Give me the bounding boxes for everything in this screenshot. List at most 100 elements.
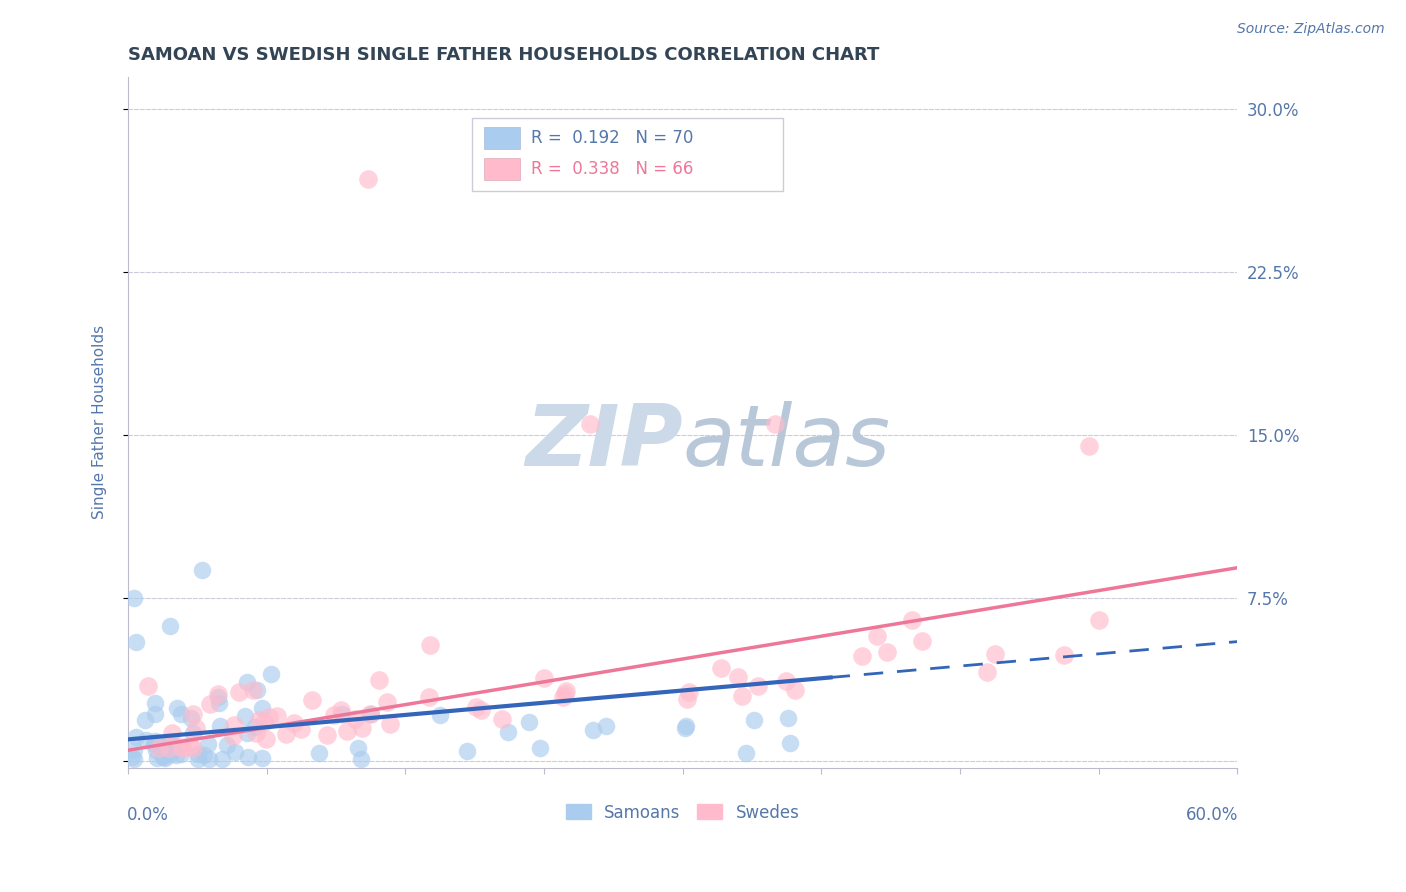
Point: [551, 690, 574, 704]
FancyBboxPatch shape: [472, 119, 783, 191]
Point: [470, 703, 492, 717]
Point: [187, 747, 209, 761]
Point: [159, 735, 181, 749]
Point: [731, 690, 754, 704]
Text: atlas: atlas: [683, 401, 891, 484]
Point: [152, 749, 174, 764]
Text: Source: ZipAtlas.com: Source: ZipAtlas.com: [1237, 22, 1385, 37]
Point: [519, 715, 541, 730]
Point: [464, 700, 486, 714]
Point: [160, 726, 183, 740]
Point: [901, 613, 924, 627]
Point: [159, 742, 181, 756]
Point: [785, 683, 807, 698]
Point: [266, 708, 288, 723]
Point: [135, 733, 157, 747]
Point: [260, 666, 283, 681]
Point: [555, 684, 578, 698]
Text: 60.0%: 60.0%: [1187, 805, 1239, 823]
Point: [157, 745, 180, 759]
Point: [418, 690, 440, 704]
Point: [122, 743, 145, 757]
Point: [747, 679, 769, 693]
Point: [496, 724, 519, 739]
Point: [197, 737, 219, 751]
Point: [152, 749, 174, 764]
Point: [1088, 613, 1111, 627]
Point: [851, 648, 873, 663]
Point: [159, 735, 181, 749]
Point: [122, 591, 145, 606]
Point: [170, 707, 193, 722]
Point: [181, 740, 204, 755]
Point: [301, 693, 323, 707]
Point: [316, 728, 339, 742]
Point: [322, 707, 344, 722]
Point: [876, 645, 898, 659]
Point: [224, 745, 246, 759]
Point: [245, 720, 267, 734]
Point: [678, 685, 700, 699]
Legend: Samoans, Swedes: Samoans, Swedes: [560, 797, 806, 829]
Point: [208, 719, 231, 733]
Point: [245, 725, 267, 739]
FancyBboxPatch shape: [484, 158, 520, 180]
Point: [976, 665, 998, 679]
Point: [166, 700, 188, 714]
Point: [145, 736, 167, 750]
Point: [744, 713, 766, 727]
Point: [172, 741, 194, 756]
Point: [727, 670, 749, 684]
Point: [676, 692, 699, 706]
Point: [582, 723, 605, 737]
Point: [211, 752, 233, 766]
Point: [207, 690, 229, 705]
Point: [193, 747, 215, 762]
Point: [456, 744, 478, 758]
Point: [222, 729, 245, 743]
Point: [180, 711, 202, 725]
Point: [200, 697, 222, 711]
Point: [675, 719, 697, 733]
Point: [259, 709, 281, 723]
Point: [346, 741, 368, 756]
Point: [159, 619, 181, 633]
Point: [984, 648, 1007, 662]
Point: [350, 721, 373, 735]
Point: [208, 696, 231, 710]
Point: [357, 172, 380, 186]
Point: [172, 740, 194, 755]
Point: [283, 716, 305, 731]
Point: [735, 746, 758, 760]
Point: [207, 687, 229, 701]
Point: [187, 752, 209, 766]
Point: [254, 731, 277, 746]
Point: [533, 671, 555, 685]
Point: [179, 738, 201, 752]
Point: [165, 748, 187, 763]
Point: [491, 712, 513, 726]
Point: [554, 687, 576, 701]
Point: [710, 661, 733, 675]
Point: [290, 722, 312, 736]
Point: [159, 747, 181, 761]
Point: [250, 701, 273, 715]
Point: [181, 725, 204, 739]
Point: [359, 706, 381, 721]
Text: R =  0.338   N = 66: R = 0.338 N = 66: [531, 160, 693, 178]
Point: [360, 707, 382, 722]
Point: [184, 721, 207, 735]
Point: [595, 719, 617, 733]
Point: [228, 685, 250, 699]
Point: [198, 752, 221, 766]
Point: [157, 740, 180, 755]
Point: [145, 707, 167, 722]
Text: ZIP: ZIP: [524, 401, 683, 484]
Point: [375, 695, 398, 709]
Text: R =  0.192   N = 70: R = 0.192 N = 70: [531, 129, 693, 147]
Point: [235, 726, 257, 740]
Point: [776, 711, 799, 725]
Point: [779, 736, 801, 750]
Point: [233, 709, 256, 723]
Point: [419, 638, 441, 652]
